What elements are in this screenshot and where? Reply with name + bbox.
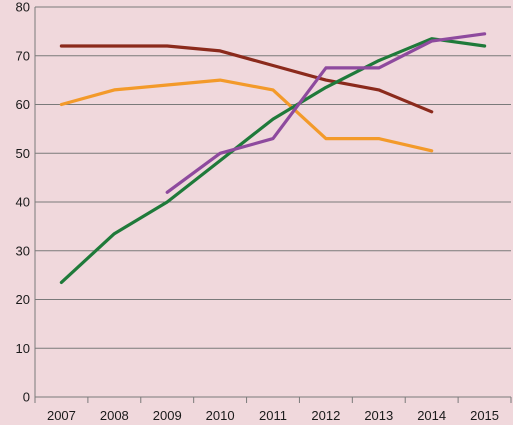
- x-tick-label: 2011: [259, 408, 287, 423]
- gridlines: [35, 6, 511, 349]
- x-tick-label: 2010: [206, 408, 235, 423]
- y-tick-label: 10: [16, 341, 30, 356]
- y-tick-label: 0: [23, 390, 30, 405]
- x-tick-label: 2013: [364, 408, 393, 423]
- y-tick-label: 50: [16, 146, 30, 161]
- y-tick-label: 20: [16, 292, 30, 307]
- x-tick-label: 2015: [470, 408, 499, 423]
- series-line-2: [59, 78, 434, 153]
- x-tick-label: 2014: [417, 408, 446, 423]
- x-tick-label: 2009: [153, 408, 182, 423]
- series-lines: [59, 32, 487, 284]
- y-tick-label: 80: [16, 0, 30, 15]
- x-tick-label: 2007: [47, 408, 76, 423]
- x-tick-label: 2008: [100, 408, 129, 423]
- series-line-3: [59, 37, 487, 284]
- y-tick-label: 70: [16, 48, 30, 63]
- series-line-4: [165, 32, 487, 194]
- y-tick-label: 60: [16, 97, 30, 112]
- x-tick-label: 2012: [311, 408, 340, 423]
- tick-labels: 0 10 20 30 40 50 60 70 80 2007 2008 2009 2010 2011 201…: [16, 0, 499, 423]
- series-line-1: [59, 44, 434, 114]
- axes: [34, 7, 512, 403]
- y-tick-label: 30: [16, 243, 30, 258]
- y-tick-label: 40: [16, 195, 30, 210]
